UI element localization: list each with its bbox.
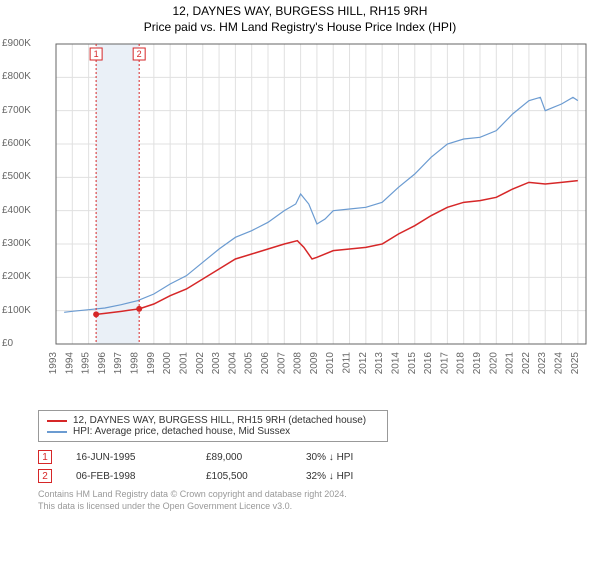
svg-text:2: 2	[137, 49, 142, 59]
table-row: 2 06-FEB-1998 £105,500 32% ↓ HPI	[38, 469, 600, 483]
txn-price-2: £105,500	[206, 471, 306, 482]
x-axis-label: 2015	[407, 352, 418, 375]
chart-area: 1 2 1993 1994 1995 1996 1997 1998 1999 2000 2001 2…	[0, 34, 600, 404]
svg-text:1: 1	[94, 49, 99, 59]
legend-label-0: 12, DAYNES WAY, BURGESS HILL, RH15 9RH (…	[73, 415, 366, 426]
chart-title-line2: Price paid vs. HM Land Registry's House …	[0, 20, 600, 34]
transactions-table: 1 16-JUN-1995 £89,000 30% ↓ HPI 2 06-FEB…	[38, 450, 600, 483]
x-axis-label: 2008	[293, 352, 304, 375]
x-axis-label: 2009	[309, 352, 320, 375]
x-axis-label: 2012	[358, 352, 369, 375]
footer-line2: This data is licensed under the Open Gov…	[38, 501, 600, 513]
txn-marker-2: 2	[38, 469, 52, 483]
legend: 12, DAYNES WAY, BURGESS HILL, RH15 9RH (…	[38, 410, 600, 442]
x-axis-label: 1999	[146, 352, 157, 375]
y-axis-label: £600K	[2, 138, 31, 149]
x-axis-label: 2001	[178, 352, 189, 375]
x-axis-label: 2021	[505, 352, 516, 375]
legend-row-0: 12, DAYNES WAY, BURGESS HILL, RH15 9RH (…	[47, 415, 379, 426]
x-axis-label: 2010	[325, 352, 336, 375]
x-axis-label: 1998	[130, 352, 141, 375]
txn-date-2: 06-FEB-1998	[76, 471, 206, 482]
legend-swatch-1	[47, 431, 67, 433]
footer: Contains HM Land Registry data © Crown c…	[38, 489, 600, 512]
y-axis-label: £100K	[2, 305, 31, 316]
txn-date-1: 16-JUN-1995	[76, 452, 206, 463]
footer-line1: Contains HM Land Registry data © Crown c…	[38, 489, 600, 501]
x-axis-label: 2019	[472, 352, 483, 375]
y-axis-label: £400K	[2, 205, 31, 216]
x-axis-label: 1994	[64, 352, 75, 375]
legend-swatch-0	[47, 420, 67, 422]
x-axis-label: 2007	[276, 352, 287, 375]
x-axis-label: 2003	[211, 352, 222, 375]
legend-row-1: HPI: Average price, detached house, Mid …	[47, 426, 379, 437]
txn-pct-1: 30% ↓ HPI	[306, 452, 406, 463]
x-axis-label: 2022	[521, 352, 532, 375]
y-axis-label: £200K	[2, 271, 31, 282]
y-axis-label: £300K	[2, 238, 31, 249]
x-axis-label: 1997	[113, 352, 124, 375]
x-axis-label: 2014	[390, 352, 401, 375]
y-axis-label: £700K	[2, 105, 31, 116]
x-axis-label: 2004	[227, 352, 238, 375]
x-axis-label: 2024	[554, 352, 565, 375]
x-axis-label: 2016	[423, 352, 434, 375]
y-axis-label: £900K	[2, 38, 31, 49]
x-axis-label: 2025	[570, 352, 581, 375]
x-axis-label: 1996	[97, 352, 108, 375]
chart-svg: 1 2 1993 1994 1995 1996 1997 1998 1999 2000 2001 2…	[0, 34, 600, 404]
txn-price-1: £89,000	[206, 452, 306, 463]
x-axis-label: 2011	[342, 352, 353, 374]
x-axis-label: 2002	[195, 352, 206, 375]
x-axis-label: 2018	[456, 352, 467, 375]
x-axis-label: 1995	[81, 352, 92, 375]
x-axis-label: 2006	[260, 352, 271, 375]
y-axis-label: £500K	[2, 171, 31, 182]
x-axis-label: 2013	[374, 352, 385, 375]
chart-title-line1: 12, DAYNES WAY, BURGESS HILL, RH15 9RH	[0, 4, 600, 18]
legend-label-1: HPI: Average price, detached house, Mid …	[73, 426, 290, 437]
x-axis-label: 2020	[488, 352, 499, 375]
txn-marker-1: 1	[38, 450, 52, 464]
y-axis-label: £0	[2, 338, 13, 349]
chart-container: 12, DAYNES WAY, BURGESS HILL, RH15 9RH P…	[0, 4, 600, 564]
x-axis-label: 2000	[162, 352, 173, 375]
x-axis-label: 1993	[48, 352, 59, 375]
x-axis-label: 2005	[244, 352, 255, 375]
table-row: 1 16-JUN-1995 £89,000 30% ↓ HPI	[38, 450, 600, 464]
legend-box: 12, DAYNES WAY, BURGESS HILL, RH15 9RH (…	[38, 410, 388, 442]
txn-pct-2: 32% ↓ HPI	[306, 471, 406, 482]
x-axis-label: 2017	[439, 352, 450, 375]
x-axis-label: 2023	[537, 352, 548, 375]
y-axis-label: £800K	[2, 71, 31, 82]
